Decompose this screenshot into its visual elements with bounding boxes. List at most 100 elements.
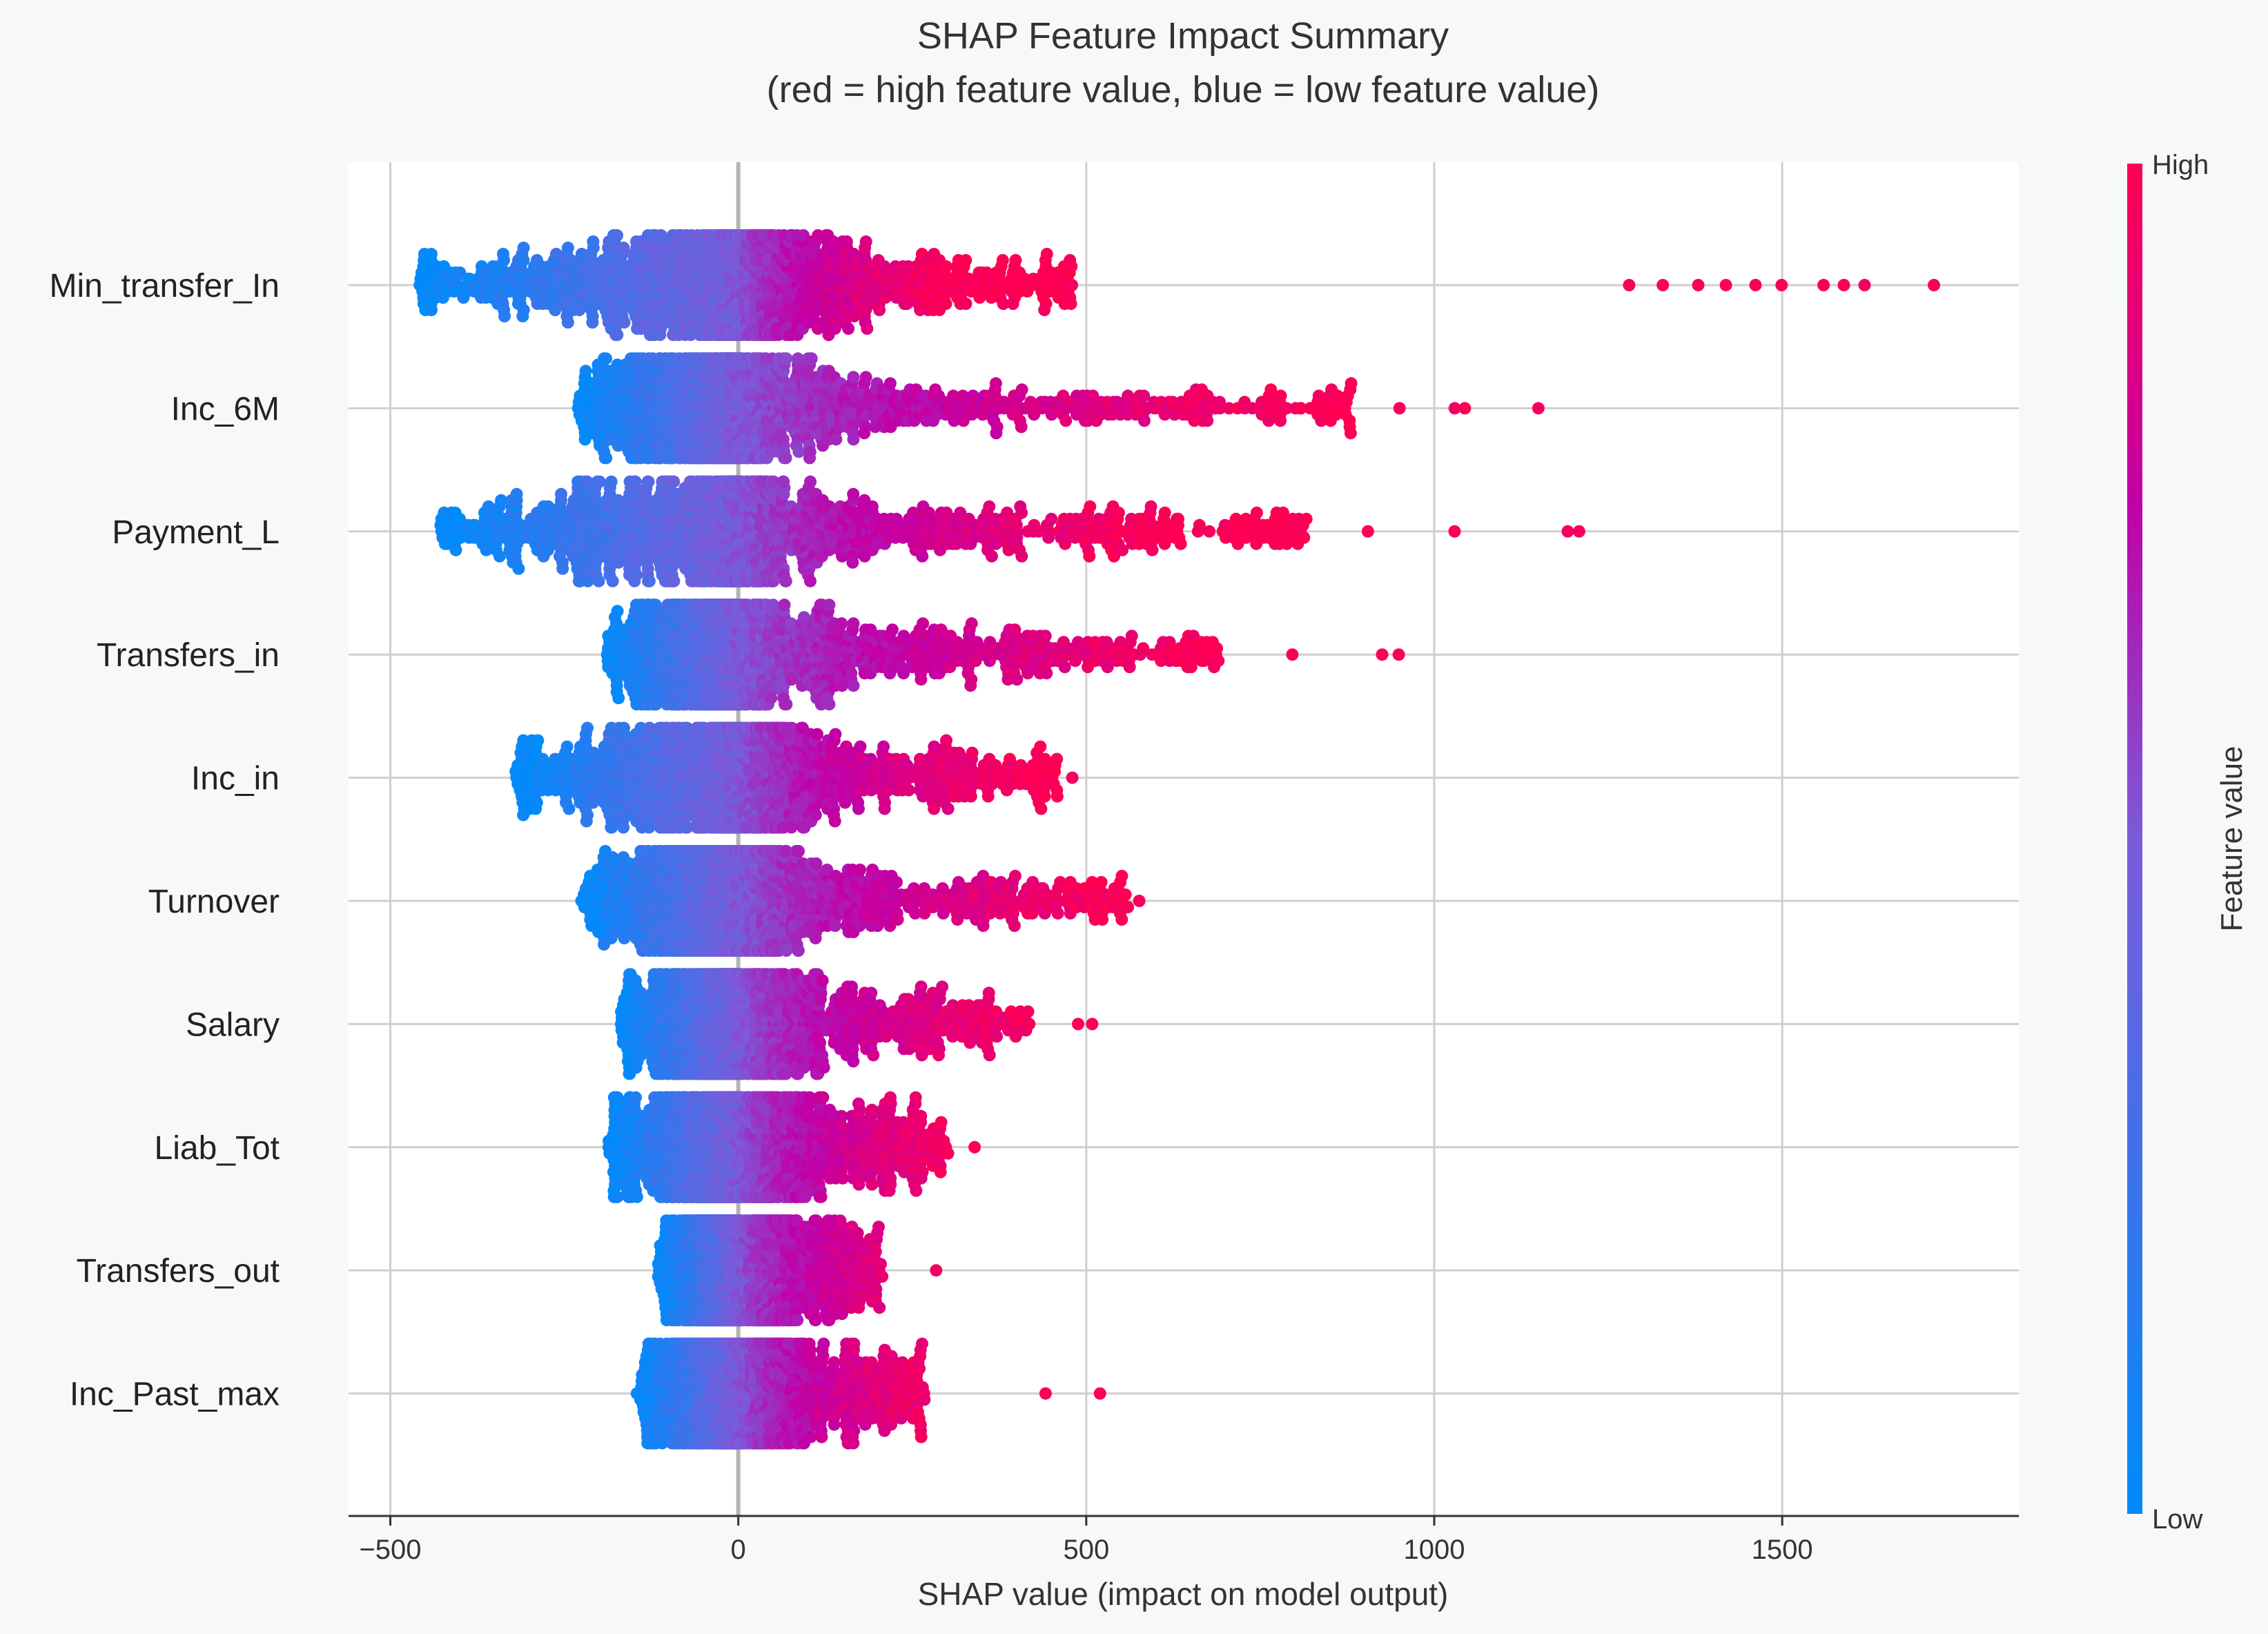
shap-point — [792, 445, 805, 458]
shap-point — [424, 248, 438, 260]
shap-point — [1015, 420, 1028, 434]
shap-point — [512, 562, 525, 575]
shap-point — [611, 605, 624, 618]
shap-point — [1250, 506, 1263, 519]
shap-point — [1015, 383, 1028, 396]
shap-point — [886, 623, 899, 636]
shap-point — [617, 242, 630, 254]
shap-point — [1837, 279, 1850, 291]
shap-point — [866, 500, 879, 513]
shap-point — [1361, 525, 1374, 538]
shap-point — [1623, 279, 1636, 291]
shap-point — [1656, 279, 1670, 291]
shap-point — [592, 574, 605, 587]
shap-point — [516, 310, 529, 322]
shap-point — [1146, 543, 1159, 556]
shap-point — [1009, 254, 1022, 266]
shap-point — [959, 298, 972, 310]
shap-point — [1040, 248, 1053, 260]
shap-point — [628, 574, 641, 587]
shap-point — [916, 549, 929, 563]
shap-point — [575, 248, 588, 260]
chart-subtitle: (red = high feature value, blue = low fe… — [767, 69, 1600, 110]
shap-point — [612, 692, 625, 705]
shap-point — [606, 574, 619, 587]
shap-point — [823, 698, 836, 711]
shap-point — [959, 254, 972, 266]
shap-point — [587, 235, 600, 248]
shap-point — [859, 235, 872, 248]
chart-title: SHAP Feature Impact Summary — [917, 15, 1449, 57]
shap-point — [847, 487, 860, 500]
shap-point — [498, 310, 511, 322]
shap-point — [1064, 298, 1077, 310]
shap-point — [1817, 279, 1830, 291]
shap-point — [939, 298, 952, 310]
shap-point — [1006, 298, 1019, 310]
shap-point — [859, 371, 872, 384]
shap-point — [1083, 549, 1096, 563]
shap-point — [1042, 531, 1055, 544]
shap-point — [883, 377, 897, 390]
shap-point — [985, 549, 998, 563]
shap-point — [1274, 414, 1287, 427]
shap-point — [1274, 389, 1287, 402]
shap-point — [989, 377, 1002, 390]
shap-point — [939, 260, 952, 273]
shap-point — [779, 574, 792, 587]
shap-point — [840, 235, 853, 248]
shap-point — [777, 475, 790, 488]
shap-point — [804, 574, 817, 587]
shap-point — [1038, 304, 1051, 316]
shap-point — [1138, 414, 1151, 427]
shap-point — [1172, 512, 1184, 525]
shap-point — [1345, 377, 1358, 390]
shap-point — [1064, 254, 1077, 266]
shap-point — [1174, 537, 1187, 550]
shap-point — [861, 322, 874, 335]
shap-point — [1015, 549, 1028, 563]
shap-point — [556, 562, 569, 575]
shap-point — [779, 451, 792, 465]
shap-point — [780, 352, 793, 365]
shap-point — [983, 500, 996, 513]
shap-point — [1298, 531, 1311, 544]
shap-point — [835, 617, 848, 630]
shap-point — [1719, 279, 1732, 291]
shap-point — [858, 427, 871, 440]
shap-point — [1014, 500, 1027, 513]
shap-point — [593, 475, 606, 488]
shap-point — [586, 316, 599, 329]
shap-point — [605, 475, 618, 488]
shap-point — [990, 427, 1003, 440]
shap-point — [600, 352, 612, 365]
shap-point — [561, 316, 574, 329]
vertical-gridlines — [389, 162, 1783, 1515]
shap-point — [842, 322, 855, 335]
shap-point — [1532, 402, 1545, 415]
shap-point — [1201, 414, 1214, 427]
shap-point — [779, 698, 792, 711]
shap-point — [847, 679, 860, 692]
shap-point — [804, 475, 817, 488]
shap-point — [1458, 402, 1472, 415]
shap-point — [425, 304, 438, 316]
shap-point — [1084, 500, 1097, 513]
shap-point — [823, 599, 836, 612]
shap-point — [805, 352, 818, 365]
shap-point — [847, 617, 860, 630]
shap-point — [610, 229, 623, 242]
shap-point — [847, 371, 860, 384]
shap-point — [1144, 500, 1157, 513]
shap-point — [1344, 427, 1357, 440]
shap-point — [517, 242, 530, 254]
shap-point — [803, 451, 816, 465]
shap-point — [510, 487, 523, 500]
shap-point — [1928, 279, 1940, 291]
shap-point — [549, 248, 563, 260]
shap-point — [1158, 506, 1171, 519]
shap-point — [561, 242, 574, 254]
shap-point — [654, 329, 667, 341]
shap-point — [497, 248, 509, 260]
